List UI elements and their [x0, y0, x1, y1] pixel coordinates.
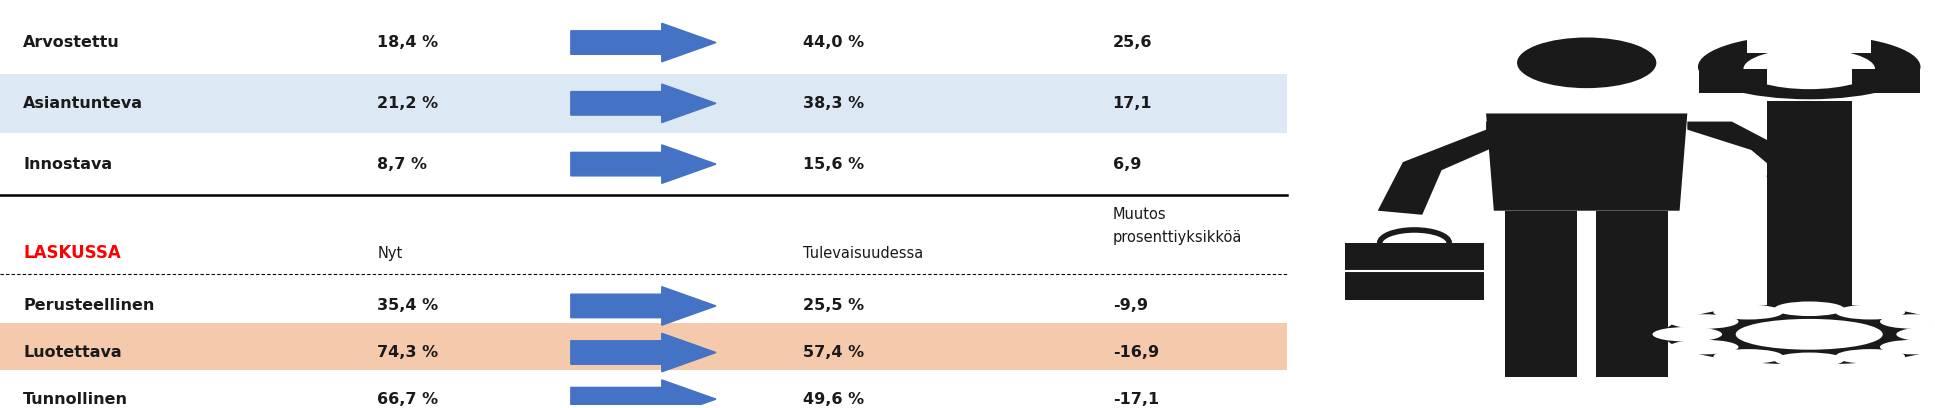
Text: -16,9: -16,9 — [1113, 345, 1159, 360]
Text: Luotettava: Luotettava — [23, 345, 122, 360]
Polygon shape — [1747, 8, 1871, 53]
FancyArrow shape — [571, 287, 716, 325]
Circle shape — [1714, 349, 1782, 364]
Text: 21,2 %: 21,2 % — [377, 96, 439, 111]
Circle shape — [1881, 340, 1935, 355]
FancyArrow shape — [571, 23, 716, 62]
Text: 74,3 %: 74,3 % — [377, 345, 439, 360]
Bar — [0, 323, 1287, 382]
Polygon shape — [1767, 101, 1852, 344]
Text: Muutos: Muutos — [1113, 207, 1167, 222]
Bar — [0, 13, 1287, 72]
Polygon shape — [1505, 211, 1577, 377]
Text: -9,9: -9,9 — [1113, 298, 1147, 313]
Polygon shape — [1699, 69, 1767, 93]
Ellipse shape — [1699, 34, 1921, 99]
Text: LASKUSSA: LASKUSSA — [23, 244, 122, 262]
Circle shape — [1736, 319, 1883, 350]
Text: 25,5 %: 25,5 % — [803, 298, 865, 313]
Bar — [0, 135, 1287, 193]
Text: prosenttiyksikköä: prosenttiyksikköä — [1113, 230, 1242, 244]
Circle shape — [1714, 305, 1784, 319]
Circle shape — [1774, 302, 1844, 316]
Ellipse shape — [1517, 38, 1656, 88]
Polygon shape — [1345, 243, 1484, 300]
FancyArrow shape — [571, 380, 716, 408]
FancyArrow shape — [571, 84, 716, 122]
Circle shape — [1668, 314, 1738, 329]
Text: Asiantunteva: Asiantunteva — [23, 96, 143, 111]
Bar — [0, 277, 1287, 335]
Text: 8,7 %: 8,7 % — [377, 157, 428, 172]
Text: Tunnollinen: Tunnollinen — [23, 392, 128, 407]
Polygon shape — [1486, 113, 1687, 211]
Text: 49,6 %: 49,6 % — [803, 392, 865, 407]
Circle shape — [1668, 340, 1738, 355]
Circle shape — [1836, 305, 1904, 319]
Polygon shape — [1852, 69, 1920, 93]
Bar — [0, 74, 1287, 133]
Polygon shape — [1596, 211, 1668, 377]
Circle shape — [1774, 353, 1844, 367]
Circle shape — [1896, 327, 1935, 341]
Text: Innostava: Innostava — [23, 157, 112, 172]
Polygon shape — [1687, 122, 1838, 174]
Text: Arvostettu: Arvostettu — [23, 35, 120, 50]
FancyArrow shape — [571, 333, 716, 372]
Text: 35,4 %: 35,4 % — [377, 298, 439, 313]
Text: 6,9: 6,9 — [1113, 157, 1142, 172]
Text: -17,1: -17,1 — [1113, 392, 1159, 407]
Circle shape — [1652, 327, 1722, 341]
Ellipse shape — [1743, 49, 1875, 89]
Text: 15,6 %: 15,6 % — [803, 157, 865, 172]
Text: 66,7 %: 66,7 % — [377, 392, 439, 407]
Text: 17,1: 17,1 — [1113, 96, 1151, 111]
Text: 44,0 %: 44,0 % — [803, 35, 865, 50]
Text: Nyt: Nyt — [377, 246, 402, 261]
Text: 18,4 %: 18,4 % — [377, 35, 439, 50]
Text: 38,3 %: 38,3 % — [803, 96, 865, 111]
Text: 57,4 %: 57,4 % — [803, 345, 865, 360]
Text: Tulevaisuudessa: Tulevaisuudessa — [803, 246, 923, 261]
Circle shape — [1767, 167, 1852, 185]
Text: Perusteellinen: Perusteellinen — [23, 298, 155, 313]
Text: 25,6: 25,6 — [1113, 35, 1151, 50]
FancyArrow shape — [571, 145, 716, 183]
Circle shape — [1664, 304, 1935, 365]
Circle shape — [1881, 314, 1935, 329]
Polygon shape — [1378, 122, 1529, 215]
Circle shape — [1836, 349, 1904, 364]
Bar — [0, 370, 1287, 408]
